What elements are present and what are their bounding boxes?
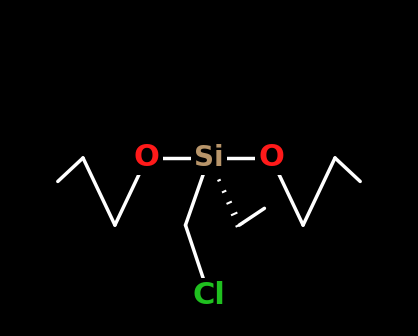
Text: O: O [134,143,160,172]
Text: O: O [258,143,284,172]
Text: Si: Si [194,144,224,172]
Text: Cl: Cl [193,281,225,310]
